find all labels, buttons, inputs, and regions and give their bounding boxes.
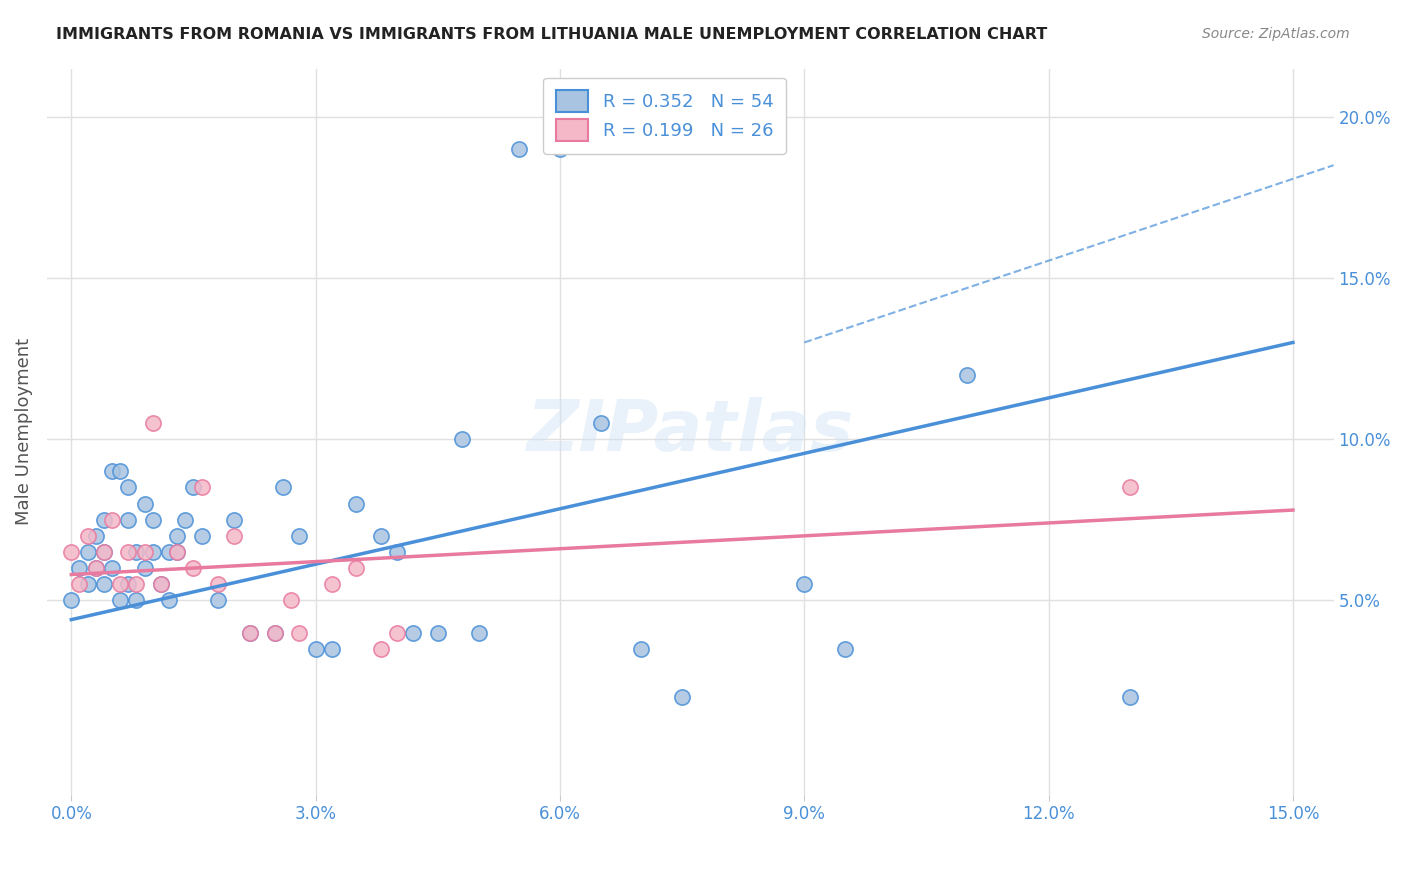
Point: [166, 529, 188, 543]
Point: [142, 513, 165, 527]
Point: [956, 368, 979, 382]
Point: [134, 497, 156, 511]
Point: [166, 545, 188, 559]
Point: [183, 481, 205, 495]
Point: [93, 577, 115, 591]
Point: [174, 513, 197, 527]
Point: [108, 593, 131, 607]
Point: [224, 513, 246, 527]
Point: [76, 577, 98, 591]
Point: [76, 529, 98, 543]
Point: [134, 561, 156, 575]
Point: [93, 545, 115, 559]
Point: [239, 625, 262, 640]
Point: [84, 561, 107, 575]
Point: [149, 577, 172, 591]
Point: [117, 513, 139, 527]
Point: [344, 561, 367, 575]
Point: [125, 545, 148, 559]
Point: [451, 432, 474, 446]
Point: [84, 561, 107, 575]
Point: [125, 593, 148, 607]
Text: ZIPatlas: ZIPatlas: [527, 397, 853, 466]
Point: [321, 641, 343, 656]
Point: [101, 513, 124, 527]
Point: [671, 690, 693, 704]
Point: [101, 561, 124, 575]
Point: [321, 577, 343, 591]
Point: [149, 577, 172, 591]
Point: [385, 625, 408, 640]
Point: [183, 561, 205, 575]
Point: [134, 545, 156, 559]
Point: [60, 545, 83, 559]
Point: [288, 529, 311, 543]
Point: [239, 625, 262, 640]
Point: [117, 545, 139, 559]
Point: [1119, 481, 1142, 495]
Point: [69, 561, 91, 575]
Point: [142, 416, 165, 430]
Point: [84, 529, 107, 543]
Point: [142, 545, 165, 559]
Text: Source: ZipAtlas.com: Source: ZipAtlas.com: [1202, 27, 1350, 41]
Point: [207, 593, 229, 607]
Point: [402, 625, 425, 640]
Point: [264, 625, 287, 640]
Point: [548, 142, 571, 156]
Point: [157, 545, 180, 559]
Point: [157, 593, 180, 607]
Point: [304, 641, 326, 656]
Text: IMMIGRANTS FROM ROMANIA VS IMMIGRANTS FROM LITHUANIA MALE UNEMPLOYMENT CORRELATI: IMMIGRANTS FROM ROMANIA VS IMMIGRANTS FR…: [56, 27, 1047, 42]
Point: [108, 464, 131, 478]
Point: [630, 641, 652, 656]
Point: [207, 577, 229, 591]
Point: [93, 545, 115, 559]
Point: [108, 577, 131, 591]
Point: [370, 529, 392, 543]
Point: [101, 464, 124, 478]
Point: [1119, 690, 1142, 704]
Point: [69, 577, 91, 591]
Point: [264, 625, 287, 640]
Point: [288, 625, 311, 640]
Legend: R = 0.352   N = 54, R = 0.199   N = 26: R = 0.352 N = 54, R = 0.199 N = 26: [543, 78, 786, 154]
Point: [60, 593, 83, 607]
Point: [793, 577, 815, 591]
Point: [271, 481, 294, 495]
Point: [125, 577, 148, 591]
Point: [93, 513, 115, 527]
Point: [224, 529, 246, 543]
Point: [76, 545, 98, 559]
Y-axis label: Male Unemployment: Male Unemployment: [15, 337, 32, 524]
Point: [385, 545, 408, 559]
Point: [370, 641, 392, 656]
Point: [280, 593, 302, 607]
Point: [117, 481, 139, 495]
Point: [467, 625, 489, 640]
Point: [344, 497, 367, 511]
Point: [426, 625, 449, 640]
Point: [834, 641, 856, 656]
Point: [166, 545, 188, 559]
Point: [508, 142, 530, 156]
Point: [190, 481, 212, 495]
Point: [589, 416, 612, 430]
Point: [190, 529, 212, 543]
Point: [117, 577, 139, 591]
